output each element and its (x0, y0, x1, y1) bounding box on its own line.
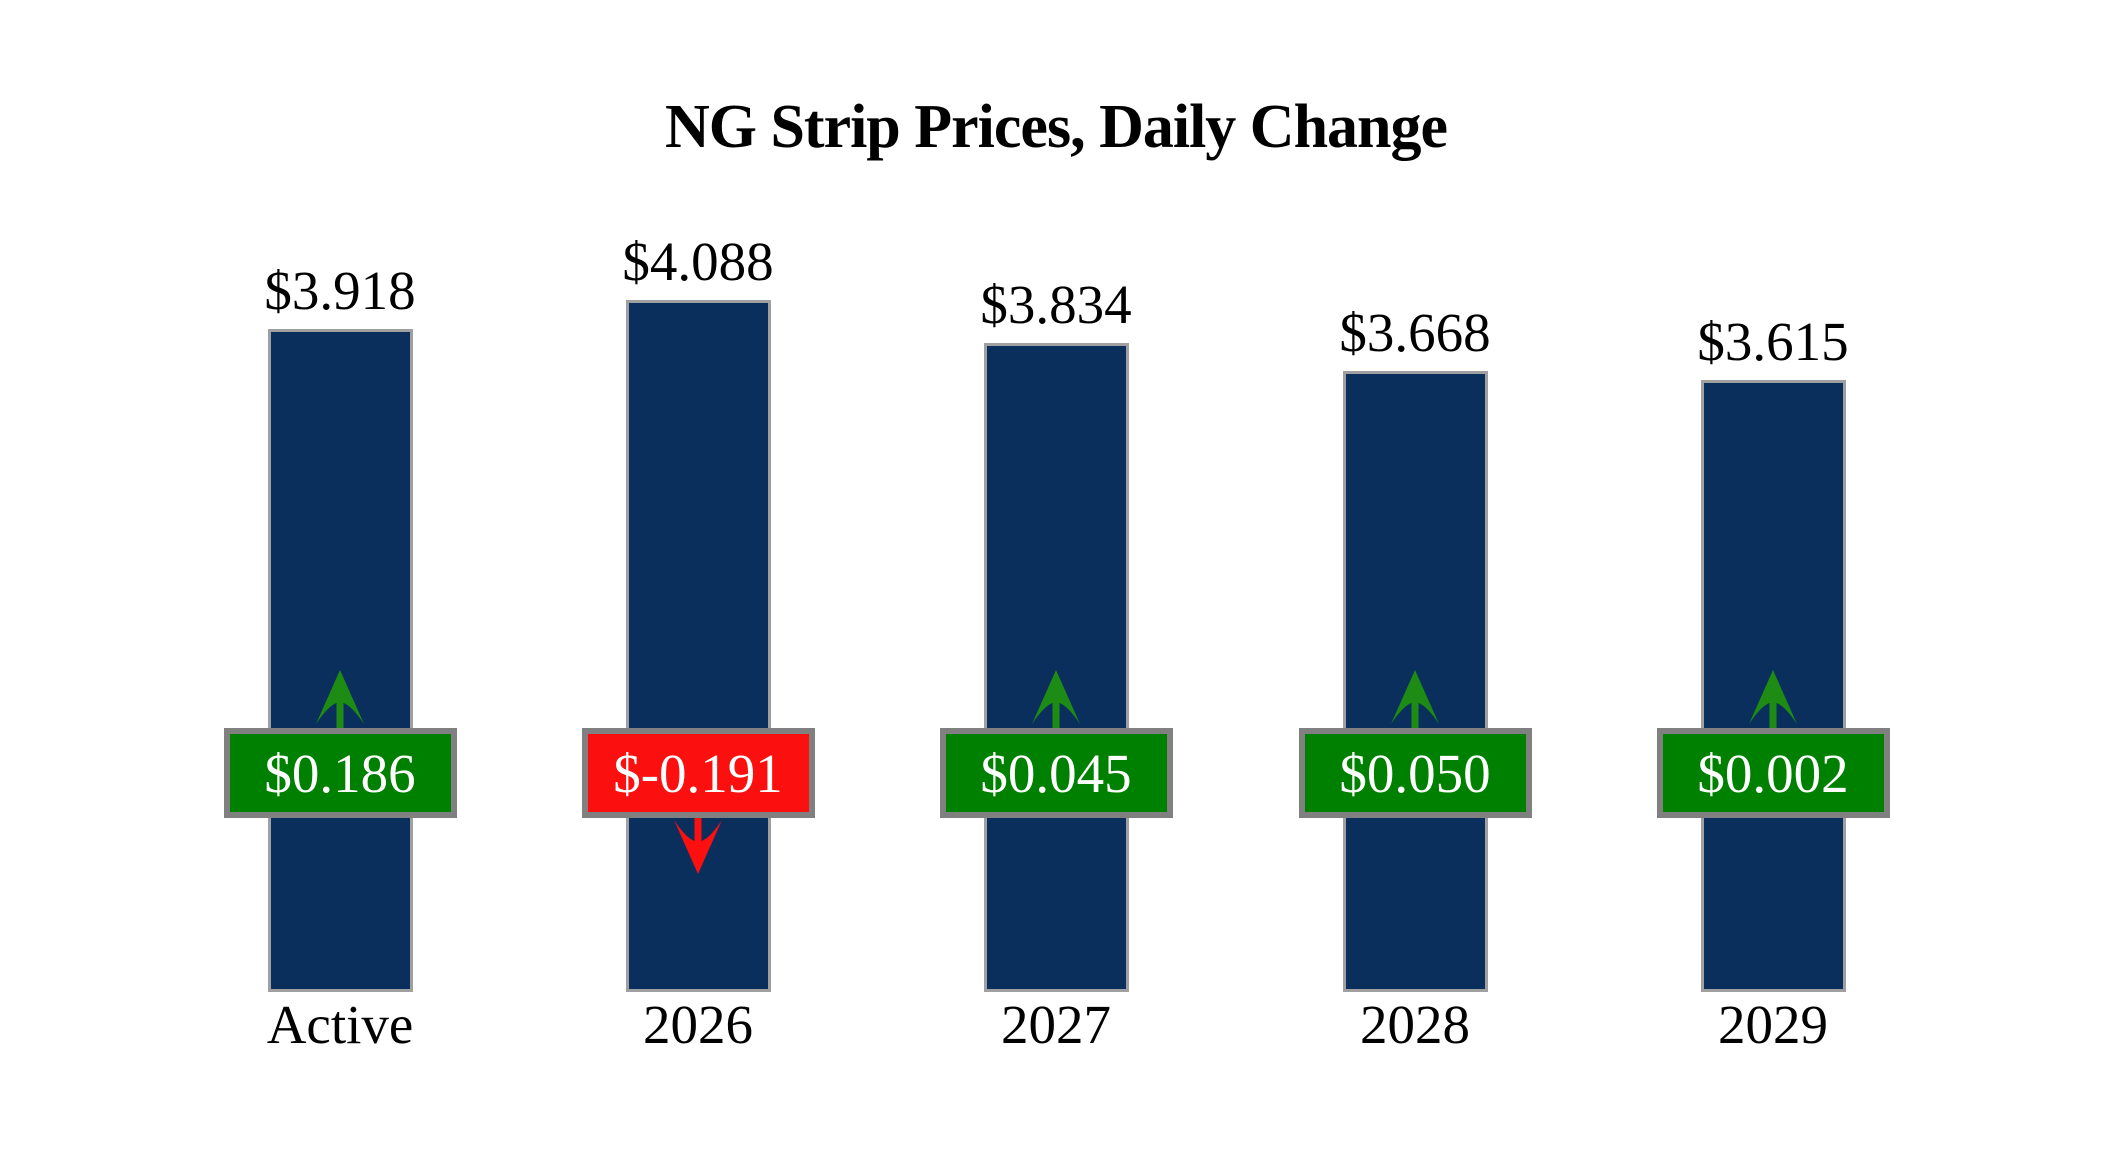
down-arrow-icon (674, 818, 722, 874)
change-badge: $0.045 (939, 728, 1173, 818)
price-bar (1342, 371, 1488, 992)
up-arrow-icon (1032, 670, 1080, 728)
up-arrow-icon (1391, 670, 1439, 728)
change-badge: $0.050 (1298, 728, 1532, 818)
price-bar (267, 329, 413, 992)
up-arrow-icon (316, 670, 364, 728)
bar-value-label: $3.918 (264, 260, 416, 321)
bar-value-label: $3.668 (1339, 302, 1491, 363)
change-badge: $-0.191 (581, 728, 815, 818)
chart-title: NG Strip Prices, Daily Change (664, 93, 1448, 161)
category-label: 2027 (1001, 994, 1111, 1055)
change-badge: $0.186 (223, 728, 457, 818)
bar-value-label: $3.834 (980, 274, 1132, 335)
bar-value-label: $4.088 (622, 231, 774, 292)
price-bar (983, 343, 1129, 992)
category-label: 2028 (1360, 994, 1470, 1055)
category-label: 2026 (643, 994, 753, 1055)
up-arrow-icon (1749, 670, 1797, 728)
bar-value-label: $3.615 (1697, 311, 1849, 372)
change-badge: $0.002 (1656, 728, 1890, 818)
category-label: Active (266, 994, 414, 1055)
price-bar (625, 300, 771, 992)
category-label: 2029 (1718, 994, 1828, 1055)
